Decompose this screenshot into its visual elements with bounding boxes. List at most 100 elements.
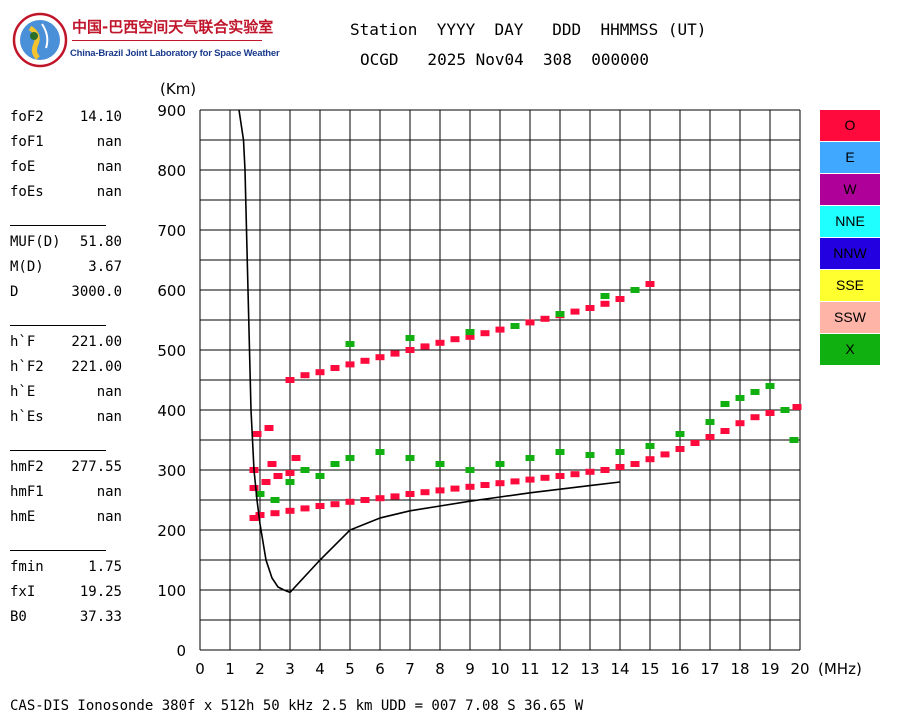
echo-point-o <box>480 482 490 488</box>
x-tick-label: 8 <box>435 660 445 678</box>
x-tick-label: 10 <box>490 660 509 678</box>
param-label: h`Es <box>10 409 44 425</box>
y-tick-label: 900 <box>157 102 186 120</box>
x-tick-label: 7 <box>405 660 415 678</box>
param-value: 3.67 <box>88 259 122 275</box>
x-tick-label: 14 <box>610 660 629 678</box>
echo-point-o <box>255 512 265 518</box>
param-label: h`F2 <box>10 359 44 375</box>
x-tick-label: 19 <box>760 660 779 678</box>
param-value: nan <box>96 384 122 400</box>
echo-point-o <box>249 485 259 491</box>
echo-point-o <box>300 505 310 512</box>
x-tick-label: 12 <box>550 660 569 678</box>
y-tick-label: 800 <box>157 162 186 180</box>
param-value: 277.55 <box>71 459 122 475</box>
x-tick-label: 16 <box>670 660 689 678</box>
echo-point-x <box>375 449 385 455</box>
y-axis-label: (Km) <box>160 80 196 98</box>
param-label: fxI <box>10 584 36 600</box>
echo-point-o <box>261 479 271 485</box>
echo-point-o <box>450 336 460 343</box>
echo-point-o <box>405 347 415 353</box>
echo-point-x <box>675 431 685 437</box>
echo-point-x <box>789 437 799 443</box>
echo-point-o <box>510 478 520 485</box>
echo-point-o <box>390 350 400 357</box>
x-tick-label: 2 <box>255 660 265 678</box>
globe-logo-icon <box>12 12 68 68</box>
echo-point-x <box>345 341 355 347</box>
echo-point-o <box>315 503 325 509</box>
param-value: nan <box>96 184 122 200</box>
param-label: hmF1 <box>10 484 44 500</box>
param-label: hmE <box>10 509 36 525</box>
echo-point-x <box>780 407 790 413</box>
echo-point-x <box>330 461 340 467</box>
echo-point-o <box>600 300 610 307</box>
echo-point-o <box>720 428 730 434</box>
echo-point-o <box>495 326 505 333</box>
param-value: nan <box>96 484 122 500</box>
echo-point-o <box>570 471 580 478</box>
param-label: hmF2 <box>10 459 44 475</box>
echo-point-o <box>273 473 283 479</box>
echo-point-x <box>405 455 415 461</box>
echo-point-x <box>585 452 595 458</box>
x-tick-label: 17 <box>700 660 719 678</box>
footer-info: CAS-DIS Ionosonde 380f x 512h 50 kHz 2.5… <box>10 698 584 714</box>
lab-logo: 中国-巴西空间天气联合实验室 China-Brazil Joint Labora… <box>12 12 280 68</box>
param-label: B0 <box>10 609 27 625</box>
echo-point-o <box>615 464 625 470</box>
echo-point-o <box>525 476 535 483</box>
echo-point-x <box>315 473 325 479</box>
header-labels: Station YYYY DAY DDD HHMMSS (UT) <box>350 20 707 39</box>
x-tick-label: 20 <box>790 660 809 678</box>
x-tick-label: 6 <box>375 660 385 678</box>
header-values: OCGD 2025 Nov04 308 000000 <box>360 50 649 69</box>
echo-point-x <box>615 449 625 455</box>
echo-point-x <box>465 329 475 335</box>
echo-point-o <box>600 467 610 473</box>
echo-point-o <box>300 372 310 379</box>
echo-point-x <box>495 461 505 467</box>
echo-point-o <box>252 431 262 437</box>
density-profile-curve <box>238 109 621 594</box>
echo-point-o <box>330 501 340 508</box>
legend-item-e: E <box>820 142 880 173</box>
y-tick-label: 700 <box>157 222 186 240</box>
echo-point-o <box>405 491 415 497</box>
echo-point-x <box>300 467 310 473</box>
echo-point-o <box>270 510 280 517</box>
echo-point-x <box>705 419 715 425</box>
echo-point-o <box>705 434 715 440</box>
x-tick-label: 9 <box>465 660 475 678</box>
echo-point-x <box>285 479 295 485</box>
echo-point-o <box>465 483 475 490</box>
param-value: nan <box>96 159 122 175</box>
echo-point-o <box>375 495 385 502</box>
echo-point-x <box>555 311 565 317</box>
echo-point-o <box>675 446 685 452</box>
x-tick-label: 18 <box>730 660 749 678</box>
echo-point-o <box>249 515 259 521</box>
echo-point-o <box>480 330 490 337</box>
echo-point-o <box>435 487 445 494</box>
echo-point-o <box>495 480 505 487</box>
param-label: h`F <box>10 334 36 350</box>
echo-point-o <box>345 361 355 368</box>
echo-point-o <box>285 377 295 383</box>
echo-point-x <box>465 467 475 473</box>
echo-point-o <box>315 369 325 376</box>
param-label: M(D) <box>10 259 44 275</box>
echo-point-o <box>645 281 655 287</box>
x-tick-label: 0 <box>195 660 205 678</box>
param-label: MUF(D) <box>10 234 61 250</box>
param-separator <box>10 550 106 551</box>
echo-point-x <box>405 335 415 341</box>
echo-point-o <box>264 425 274 431</box>
echo-point-o <box>660 451 670 458</box>
echo-point-o <box>585 468 595 475</box>
echo-point-o <box>645 456 655 463</box>
echo-point-o <box>420 489 430 496</box>
